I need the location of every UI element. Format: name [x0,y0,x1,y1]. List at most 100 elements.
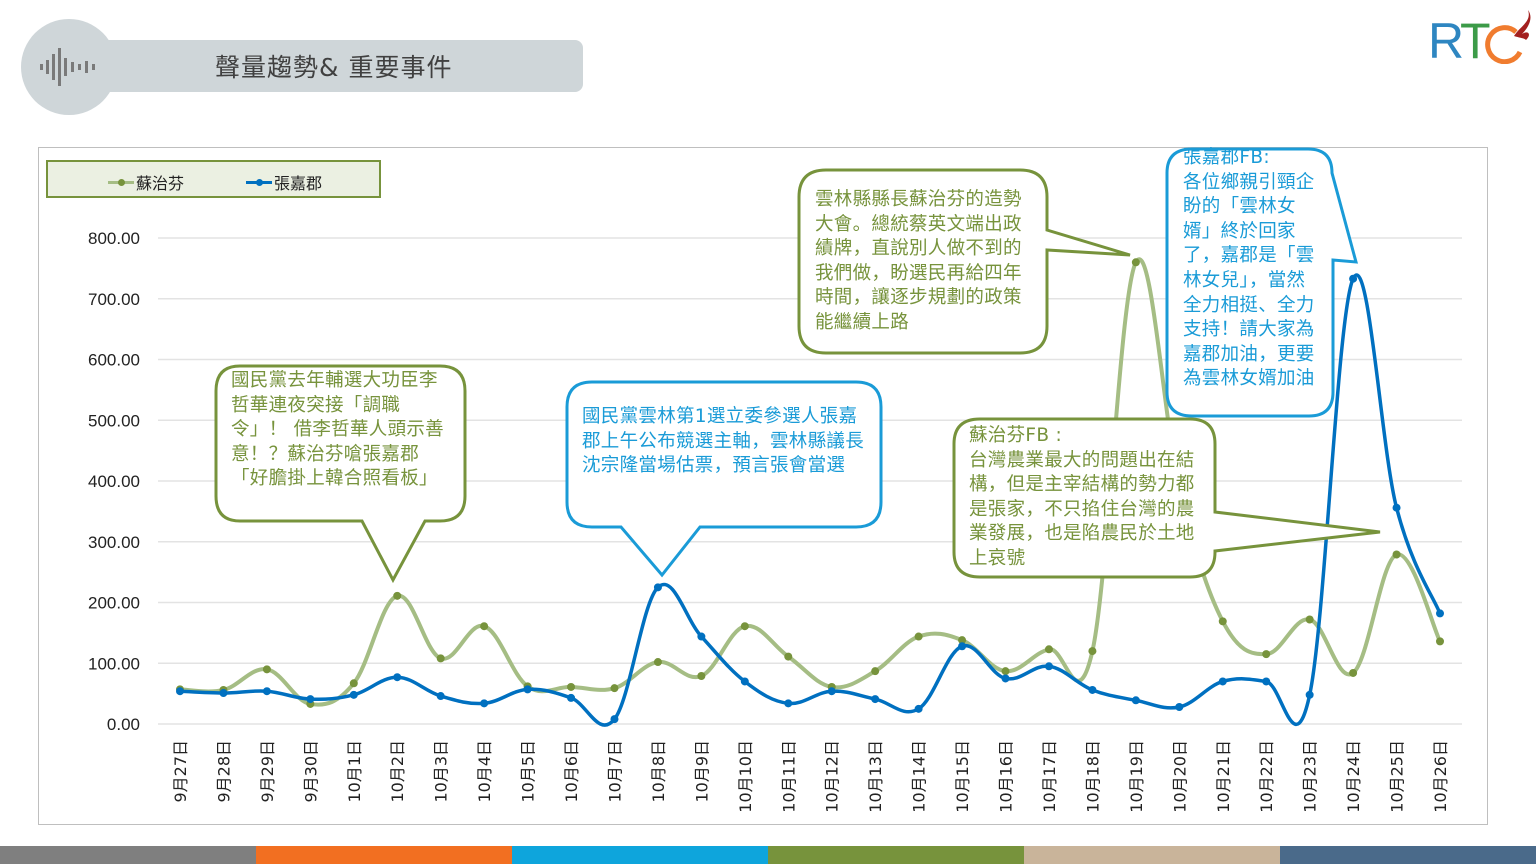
x-tick-label: 10月10日 [736,740,755,813]
data-point-0 [1392,550,1401,559]
data-point-0 [958,636,967,645]
callout-bubble-5 [952,417,1381,579]
x-tick-label: 10月8日 [649,740,668,803]
page-title: 聲量趨勢& 重要事件 [215,53,453,82]
x-tick-label: 10月18日 [1083,740,1102,813]
data-point-0 [1131,258,1140,267]
x-tick-label: 10月2日 [388,740,407,803]
data-point-1 [697,632,706,641]
data-point-1 [523,685,532,694]
data-point-0 [1436,637,1444,646]
callout-bubble-1 [214,364,467,584]
legend-label: 蘇治芬 [136,174,185,193]
x-tick-label: 10月23日 [1301,740,1320,813]
svg-text:R: R [1428,13,1464,64]
data-point-1 [262,687,271,696]
data-point-0 [740,622,749,631]
legend-label: 張嘉郡 [274,174,323,193]
data-point-1 [871,695,880,704]
y-tick-label: 100.00 [88,654,140,673]
data-point-1 [740,677,749,686]
data-point-0 [436,654,445,663]
data-point-0 [914,632,923,641]
x-tick-label: 10月20日 [1170,740,1189,813]
data-point-0 [871,667,880,676]
data-point-1 [480,699,489,708]
x-tick-label: 9月29日 [258,740,277,803]
data-point-0 [610,684,619,693]
callout-bubble-3 [797,168,1131,355]
callout-text-4: 張嘉郡FB: 各位鄉親引頸企盼的「雲林女婿」終於回家了，嘉郡是「雲林女兒」，當然… [1183,147,1315,390]
data-point-1 [1001,674,1010,683]
x-tick-label: 10月22日 [1257,740,1276,813]
y-tick-label: 0.00 [107,715,140,734]
data-point-1 [306,695,315,704]
y-tick-label: 800.00 [88,229,140,248]
footer-stripe [0,846,256,864]
data-point-0 [653,658,662,667]
data-point-1 [1436,609,1444,618]
data-point-0 [262,665,271,674]
data-point-1 [1131,696,1140,705]
x-tick-label: 10月21日 [1214,740,1233,813]
x-tick-label: 10月4日 [475,740,494,803]
callout-text-3: 雲林縣縣長蘇治芬的造勢大會。總統蔡英文端出政績牌，直說別人做不到的我們做，盼選民… [815,189,1022,333]
x-tick-label: 10月17日 [1040,740,1059,813]
data-point-0 [1088,647,1097,656]
data-point-1 [784,699,793,708]
data-point-0 [1001,667,1010,676]
data-point-0 [784,652,793,661]
data-point-0 [480,622,489,631]
data-point-1 [567,693,576,702]
callout-bubble-2 [565,380,883,578]
footer-stripe [256,846,512,864]
y-tick-label: 200.00 [88,594,140,613]
data-point-0 [1218,617,1227,626]
data-point-0 [1044,645,1053,654]
x-tick-label: 10月16日 [997,740,1016,813]
x-tick-label: 10月25日 [1388,740,1407,813]
y-tick-label: 300.00 [88,533,140,552]
legend-item-zhang: 張嘉郡 [246,170,322,194]
data-point-1 [393,673,402,682]
data-point-1 [1392,503,1401,512]
x-tick-label: 10月12日 [823,740,842,813]
x-tick-label: 9月30日 [301,740,320,803]
data-point-1 [610,715,619,724]
x-tick-label: 10月19日 [1127,740,1146,813]
x-tick-label: 10月13日 [866,740,885,813]
header-circle [21,19,117,115]
legend-marker-green [108,178,134,186]
data-point-0 [1305,615,1314,624]
chart-frame [38,147,1488,825]
x-tick-label: 10月14日 [910,740,929,813]
sound-wave-icon [40,48,95,86]
data-point-0 [1262,650,1271,659]
x-tick-label: 10月7日 [605,740,624,803]
callout-text-2: 國民黨雲林第1選立委參選人張嘉郡上午公布競選主軸，雲林縣議長沈宗隆當場估票，預言… [582,406,865,477]
chart-legend: 蘇治芬 張嘉郡 [46,160,381,198]
data-point-0 [567,682,576,691]
data-point-1 [349,690,358,699]
y-tick-label: 600.00 [88,351,140,370]
x-tick-label: 10月15日 [953,740,972,813]
data-point-1 [1175,702,1184,711]
x-tick-label: 10月11日 [779,740,798,813]
data-point-1 [653,583,662,592]
x-tick-label: 9月27日 [171,740,190,803]
data-point-1 [1262,677,1271,686]
x-tick-label: 10月1日 [345,740,364,803]
x-tick-label: 10月24日 [1344,740,1363,813]
header-bar [95,40,583,92]
rtc-logo: R T [1428,10,1531,64]
y-tick-label: 700.00 [88,290,140,309]
callout-bubble-4 [1165,147,1359,418]
x-tick-label: 10月9日 [692,740,711,803]
y-tick-label: 500.00 [88,411,140,430]
data-point-1 [1349,274,1358,283]
footer-stripe [1280,846,1536,864]
x-tick-label: 10月5日 [519,740,538,803]
data-point-0 [697,672,706,681]
data-point-1 [1218,677,1227,686]
